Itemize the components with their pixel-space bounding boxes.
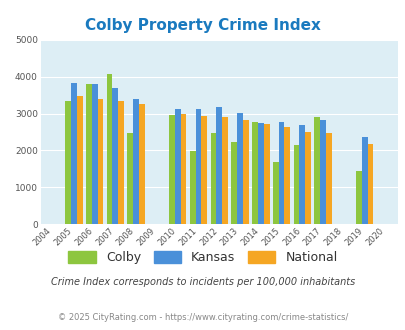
- Bar: [112, 88, 118, 224]
- Bar: [107, 74, 112, 224]
- Bar: [325, 133, 331, 224]
- Bar: [298, 125, 305, 224]
- Legend: Colby, Kansas, National: Colby, Kansas, National: [63, 246, 342, 269]
- Bar: [257, 123, 263, 224]
- Bar: [195, 109, 201, 224]
- Bar: [237, 113, 242, 224]
- Bar: [210, 133, 216, 224]
- Bar: [127, 133, 133, 224]
- Bar: [189, 151, 195, 224]
- Bar: [252, 122, 257, 224]
- Bar: [168, 115, 175, 224]
- Bar: [175, 109, 180, 224]
- Bar: [92, 84, 97, 224]
- Text: Colby Property Crime Index: Colby Property Crime Index: [85, 18, 320, 33]
- Bar: [272, 162, 278, 224]
- Text: © 2025 CityRating.com - https://www.cityrating.com/crime-statistics/: © 2025 CityRating.com - https://www.city…: [58, 313, 347, 322]
- Text: Crime Index corresponds to incidents per 100,000 inhabitants: Crime Index corresponds to incidents per…: [51, 278, 354, 287]
- Bar: [278, 122, 284, 224]
- Bar: [293, 145, 298, 224]
- Bar: [320, 120, 325, 224]
- Bar: [313, 117, 320, 224]
- Bar: [201, 116, 207, 224]
- Bar: [77, 96, 82, 224]
- Bar: [97, 99, 103, 224]
- Bar: [216, 107, 222, 224]
- Bar: [118, 101, 124, 224]
- Bar: [305, 132, 310, 224]
- Bar: [65, 101, 71, 224]
- Bar: [86, 84, 92, 224]
- Bar: [367, 144, 373, 224]
- Bar: [284, 127, 290, 224]
- Bar: [242, 120, 248, 224]
- Bar: [231, 142, 237, 224]
- Bar: [133, 99, 139, 224]
- Bar: [222, 117, 227, 224]
- Bar: [355, 171, 361, 224]
- Bar: [139, 104, 145, 224]
- Bar: [71, 83, 77, 224]
- Bar: [180, 114, 186, 224]
- Bar: [263, 124, 269, 224]
- Bar: [361, 137, 367, 224]
